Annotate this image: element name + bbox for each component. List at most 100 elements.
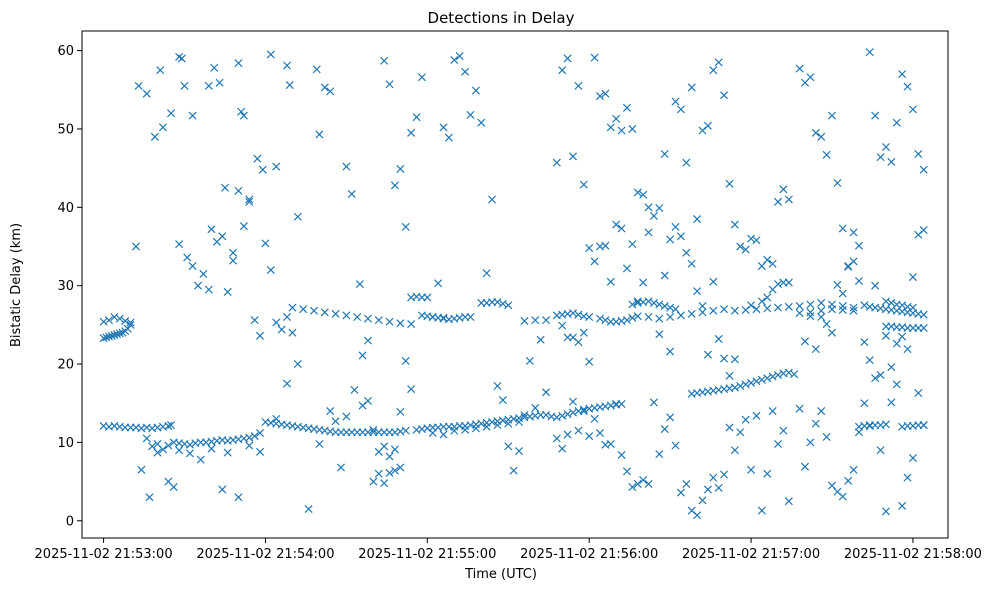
data-point xyxy=(757,297,766,306)
data-point xyxy=(148,442,157,451)
data-point xyxy=(676,488,685,497)
data-point xyxy=(617,126,626,135)
data-point xyxy=(450,426,459,435)
data-point xyxy=(542,316,551,325)
data-point xyxy=(914,150,923,159)
data-point xyxy=(774,370,783,380)
data-point xyxy=(185,449,194,458)
data-point xyxy=(585,244,594,253)
data-point xyxy=(887,363,896,372)
data-point xyxy=(860,338,869,347)
data-point xyxy=(498,299,507,308)
data-point xyxy=(606,277,615,286)
data-point xyxy=(660,425,669,434)
data-point xyxy=(412,113,421,122)
data-point xyxy=(417,73,426,82)
data-point xyxy=(644,479,653,488)
data-point xyxy=(644,312,653,322)
data-point xyxy=(628,483,637,492)
data-point xyxy=(315,439,324,448)
data-point xyxy=(126,318,135,327)
data-point xyxy=(115,314,124,323)
data-point xyxy=(827,305,837,314)
data-point xyxy=(919,421,928,430)
data-point xyxy=(655,204,664,213)
data-point xyxy=(881,297,890,306)
data-point xyxy=(509,466,518,475)
data-point xyxy=(639,190,648,199)
data-point xyxy=(390,466,399,475)
data-point xyxy=(865,421,874,430)
data-point xyxy=(288,303,297,312)
data-point xyxy=(261,239,270,248)
data-point xyxy=(175,446,184,455)
data-point xyxy=(730,446,739,455)
data-point xyxy=(639,278,648,287)
data-point xyxy=(720,470,729,479)
data-point xyxy=(784,278,793,287)
data-point xyxy=(757,262,766,271)
data-point xyxy=(585,357,594,366)
data-point xyxy=(720,91,729,100)
data-point xyxy=(102,333,111,342)
data-point xyxy=(774,280,783,289)
data-point xyxy=(655,314,664,323)
data-point xyxy=(693,287,702,296)
data-point xyxy=(784,302,793,311)
data-point xyxy=(833,280,842,289)
data-point xyxy=(660,150,669,159)
data-point xyxy=(331,417,340,426)
data-point xyxy=(811,419,820,428)
data-point xyxy=(671,441,680,450)
data-point xyxy=(245,433,254,442)
data-point xyxy=(595,428,605,438)
data-point xyxy=(326,407,335,416)
data-point xyxy=(169,483,178,492)
data-point xyxy=(525,356,534,365)
data-point xyxy=(239,222,248,231)
data-point xyxy=(277,325,286,334)
data-point xyxy=(892,118,901,127)
data-point xyxy=(342,162,351,171)
data-point xyxy=(747,301,756,310)
data-point xyxy=(747,234,756,243)
data-point xyxy=(676,311,685,320)
data-point xyxy=(811,345,820,354)
data-point xyxy=(714,483,723,492)
data-point xyxy=(676,105,685,114)
data-point xyxy=(633,297,642,306)
data-point xyxy=(849,228,858,237)
data-point xyxy=(396,407,405,416)
data-point xyxy=(822,320,831,329)
data-point xyxy=(385,80,394,89)
data-point xyxy=(331,309,340,318)
data-point xyxy=(633,188,642,197)
data-point xyxy=(363,396,372,405)
data-point xyxy=(390,445,399,454)
data-point xyxy=(245,197,254,206)
data-point xyxy=(185,440,194,449)
data-point xyxy=(703,350,712,359)
data-point xyxy=(908,105,917,114)
data-point xyxy=(504,419,513,428)
data-point xyxy=(838,492,847,501)
data-point xyxy=(579,407,588,416)
data-point xyxy=(903,82,912,91)
data-point xyxy=(698,302,707,311)
data-point xyxy=(633,479,642,488)
data-point xyxy=(827,328,837,337)
data-point xyxy=(99,317,108,326)
data-point xyxy=(806,308,815,317)
data-point xyxy=(320,83,329,92)
data-point xyxy=(757,375,766,384)
data-point xyxy=(903,345,912,354)
data-point xyxy=(617,450,626,459)
x-tick-label: 2025-11-02 21:55:00 xyxy=(358,547,496,562)
data-point xyxy=(612,220,621,229)
data-point xyxy=(150,132,159,141)
data-point xyxy=(676,232,685,241)
x-axis: 2025-11-02 21:53:00 2025-11-02 21:54:00 20… xyxy=(35,538,982,562)
data-point xyxy=(725,423,734,432)
data-point xyxy=(612,114,621,123)
